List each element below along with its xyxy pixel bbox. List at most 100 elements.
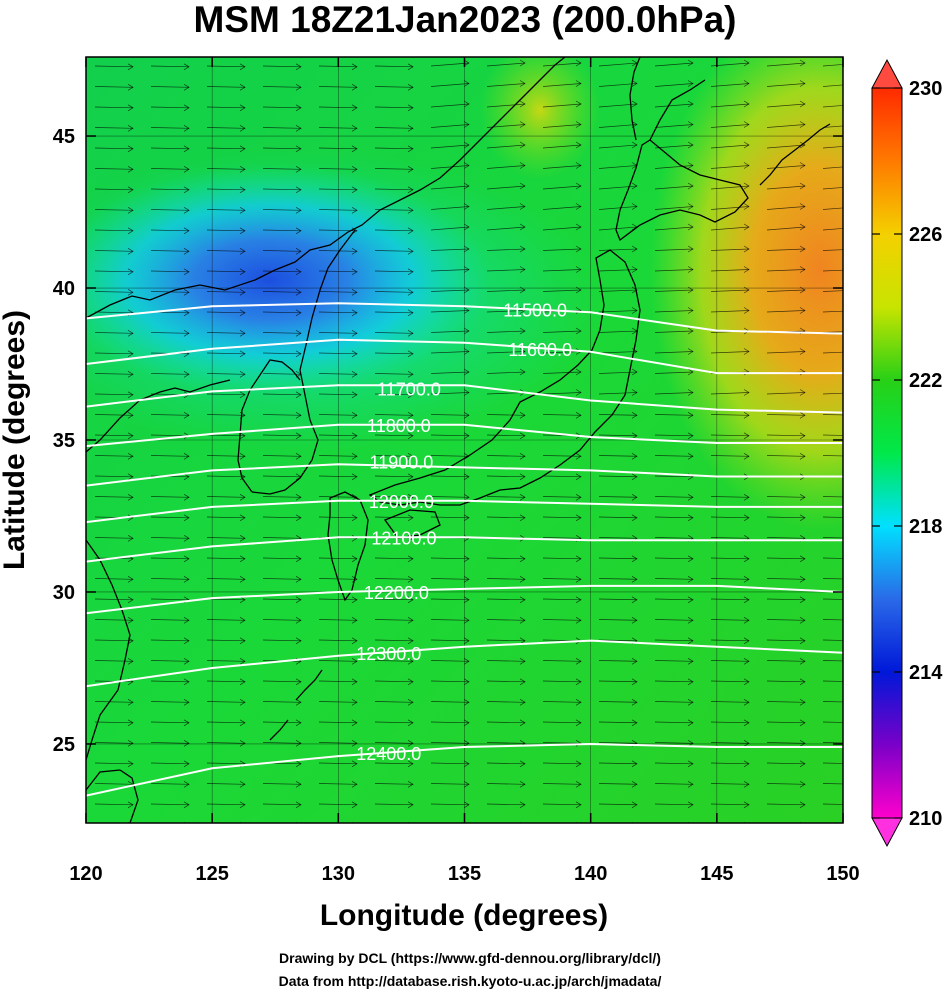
wind-arrow: [430, 616, 470, 624]
wind-arrow: [318, 288, 358, 296]
wind-arrow: [150, 637, 190, 645]
wind-arrow: [822, 351, 843, 354]
wind-arrow: [206, 124, 246, 132]
wind-arrow: [430, 596, 470, 604]
wind-arrow: [94, 63, 134, 71]
wind-arrow: [822, 64, 843, 67]
wind-arrow: [262, 719, 302, 727]
wind-arrow: [318, 719, 358, 727]
wind-arrow: [374, 391, 414, 399]
wind-arrow: [710, 266, 750, 273]
wind-arrow: [654, 203, 694, 210]
wind-arrow: [486, 411, 526, 419]
contour-line: [86, 742, 843, 797]
wind-arrow: [766, 678, 806, 686]
wind-arrow: [206, 801, 246, 809]
wind-arrow: [486, 100, 526, 108]
wind-arrow: [262, 391, 302, 399]
wind-arrow: [822, 146, 843, 149]
wind-arrow: [542, 678, 582, 686]
wind-arrow: [766, 203, 806, 210]
wind-arrow: [94, 411, 134, 419]
wind-arrow: [430, 555, 470, 563]
wind-arrow: [150, 370, 190, 378]
wind-arrow: [150, 268, 190, 276]
wind-arrow: [710, 739, 750, 747]
wind-arrow: [262, 575, 302, 583]
wind-arrow: [374, 247, 414, 255]
wind-arrow: [822, 269, 843, 272]
wind-arrow: [542, 286, 582, 294]
wind-arrow: [486, 514, 526, 522]
wind-arrow: [206, 637, 246, 645]
wind-arrow: [262, 83, 302, 91]
wind-arrow: [822, 84, 843, 87]
wind-arrow: [598, 307, 638, 314]
wind-arrow: [150, 329, 190, 337]
wind-arrow: [542, 575, 582, 583]
wind-arrow: [150, 493, 190, 501]
wind-arrow: [710, 432, 750, 440]
wind-arrow: [822, 557, 843, 559]
wind-arrow: [318, 206, 358, 214]
wind-arrow: [262, 452, 302, 460]
wind-arrow: [710, 182, 750, 190]
wind-arrow: [822, 392, 843, 395]
wind-arrow: [374, 801, 414, 809]
wind-arrow: [318, 555, 358, 563]
wind-arrow: [542, 59, 582, 67]
wind-arrow: [206, 206, 246, 214]
wind-arrow: [486, 245, 526, 253]
wind-arrow: [542, 698, 582, 706]
wind-arrow: [542, 182, 582, 190]
wind-arrow: [430, 575, 470, 583]
wind-arrow: [710, 719, 750, 727]
wind-arrow: [150, 63, 190, 71]
wind-arrow: [486, 162, 526, 169]
wind-arrow: [542, 555, 582, 563]
wind-arrow: [766, 245, 806, 253]
wind-arrow: [206, 657, 246, 665]
contour-line: [86, 338, 843, 375]
contour-label: 11500.0: [503, 300, 567, 320]
wind-arrow: [654, 596, 694, 604]
wind-arrow: [94, 801, 134, 809]
coast-hokkaido: [615, 139, 749, 242]
wind-arrow: [262, 227, 302, 235]
wind-arrow: [542, 266, 582, 273]
wind-arrow: [766, 739, 806, 747]
wind-arrow: [766, 432, 806, 440]
wind-arrow: [150, 186, 190, 194]
wind-arrow: [486, 493, 526, 501]
x-tick-label: 120: [69, 863, 102, 885]
wind-arrow: [318, 760, 358, 768]
wind-arrow: [262, 288, 302, 296]
wind-arrow: [150, 719, 190, 727]
wind-arrow: [542, 596, 582, 604]
wind-arrow: [262, 145, 302, 153]
wind-arrow: [262, 678, 302, 686]
wind-arrow: [318, 145, 358, 153]
wind-arrow: [430, 739, 470, 747]
wind-arrow: [486, 801, 526, 809]
wind-arrow: [94, 391, 134, 399]
wind-arrow: [766, 348, 806, 355]
wind-arrow: [542, 780, 582, 788]
wind-arrow: [766, 514, 806, 522]
wind-arrow: [598, 182, 638, 190]
wind-arrow: [318, 124, 358, 132]
wind-arrow: [654, 182, 694, 190]
wind-arrow: [486, 473, 526, 481]
wind-arrow: [150, 760, 190, 768]
wind-arrow: [150, 206, 190, 214]
wind-arrow: [710, 698, 750, 706]
wind-arrow: [486, 616, 526, 624]
y-tick-label: 45: [53, 126, 75, 148]
wind-arrow: [374, 575, 414, 583]
contour-label: 12400.0: [356, 744, 421, 764]
wind-arrow: [262, 514, 302, 522]
x-tick-label: 140: [574, 863, 607, 885]
coast-kurils: [759, 123, 831, 186]
wind-arrow: [206, 370, 246, 378]
wind-arrow: [374, 309, 414, 317]
